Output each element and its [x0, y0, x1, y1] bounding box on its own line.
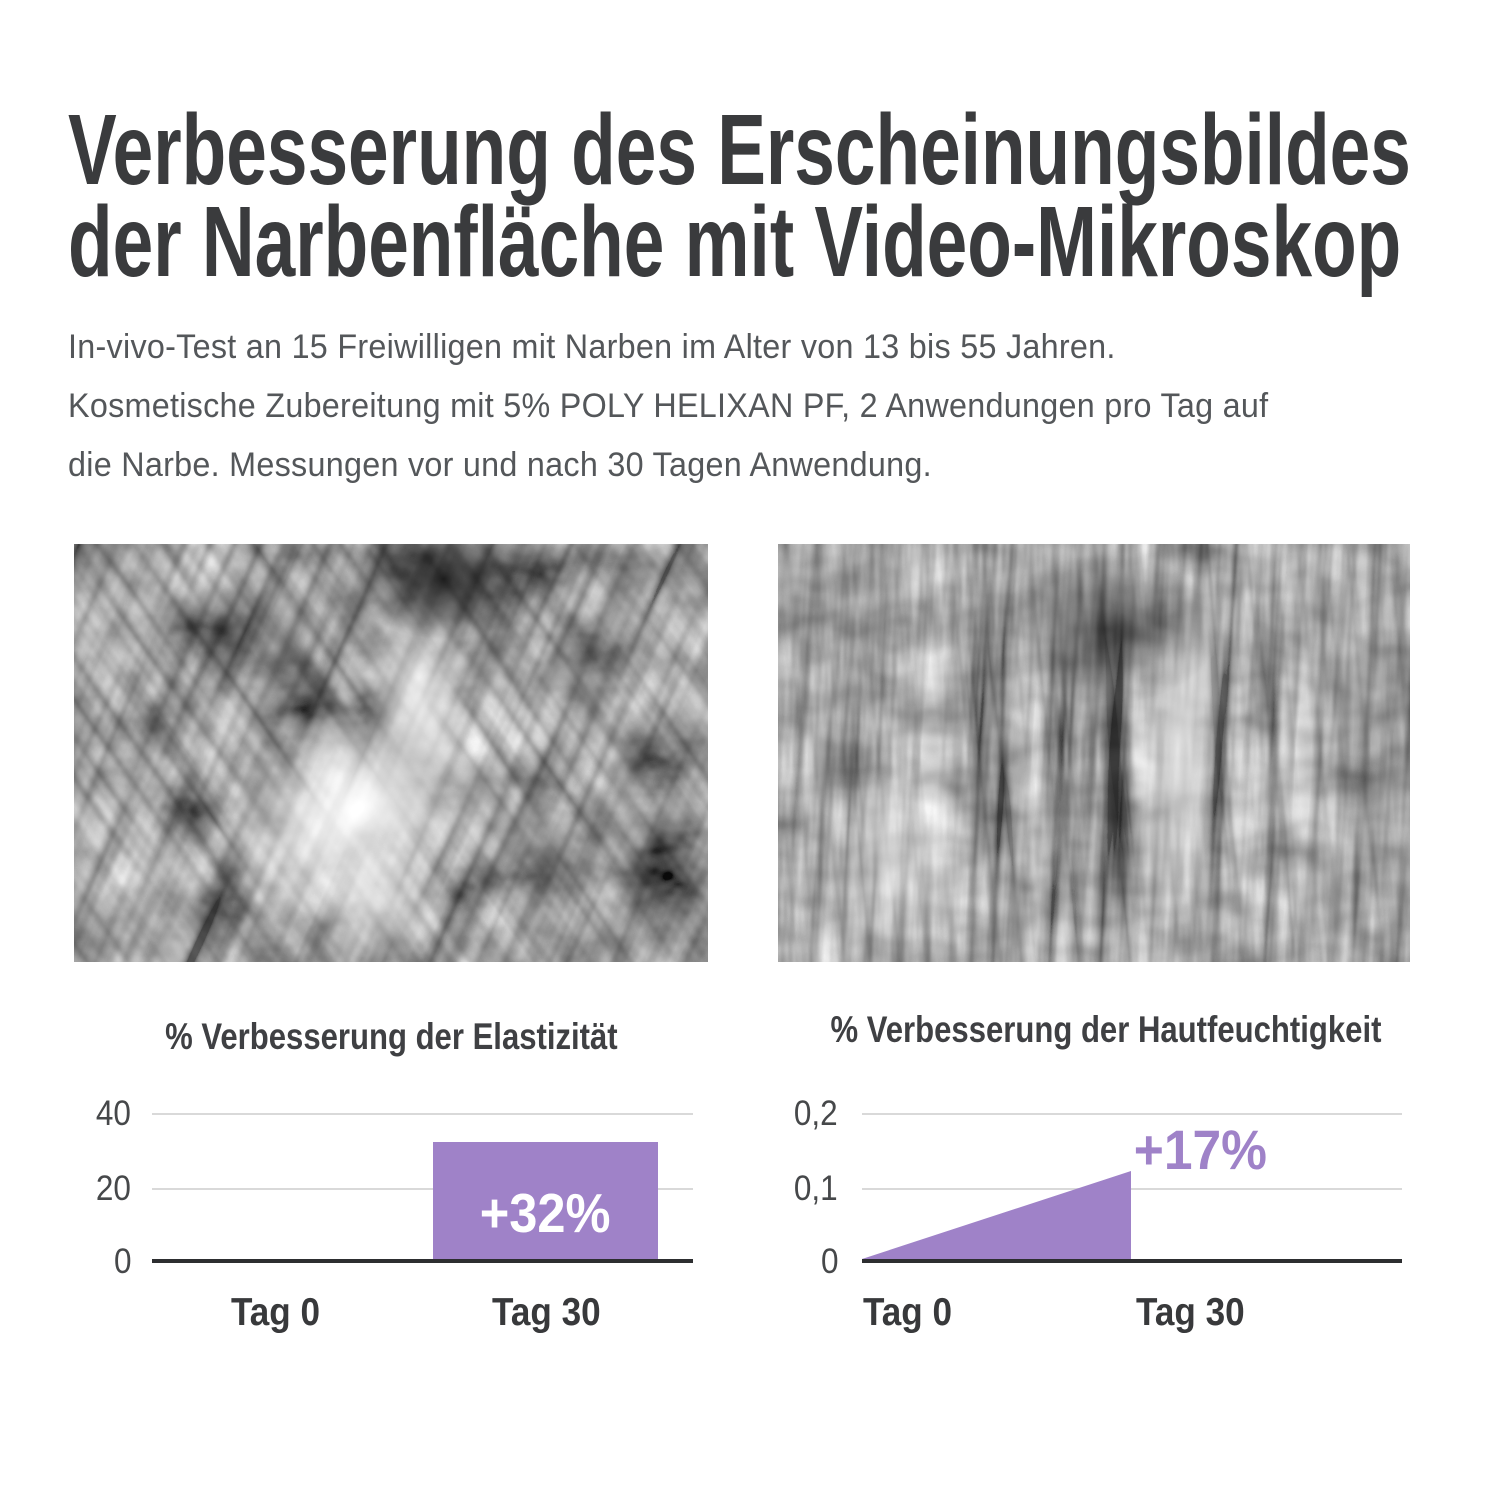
page-title-line-2: der Narbenfläche mit Video-Mikroskop	[68, 186, 1402, 298]
intro-line: die Narbe. Messungen vor und nach 30 Tag…	[68, 446, 932, 484]
elasticity-ytick-40: 40	[95, 1094, 131, 1133]
moisture-xtick-day30: Tag 30	[1135, 1291, 1245, 1334]
elasticity-ytick-0: 0	[113, 1242, 131, 1281]
elasticity-xtick-day30: Tag 30	[491, 1291, 601, 1334]
elasticity-ytick-20: 20	[95, 1169, 131, 1208]
intro-paragraph: In-vivo-Test an 15 Freiwilligen mit Narb…	[68, 318, 1332, 495]
moisture-ytick-02: 0,2	[794, 1094, 838, 1133]
elasticity-gridline-20	[152, 1188, 693, 1190]
moisture-gridline-02	[862, 1113, 1402, 1115]
moisture-gridline-01	[862, 1188, 1402, 1190]
intro-line: In-vivo-Test an 15 Freiwilligen mit Narb…	[68, 328, 1116, 366]
microscope-photo-day0	[74, 544, 708, 962]
elasticity-bar	[433, 1142, 658, 1259]
moisture-xtick-day0: Tag 0	[862, 1291, 952, 1334]
elasticity-x-axis	[152, 1259, 693, 1263]
elasticity-chart-title: % Verbesserung der Elastizität	[164, 1016, 618, 1057]
moisture-annotation: +17%	[1133, 1118, 1267, 1181]
elasticity-gridline-40	[152, 1113, 693, 1115]
moisture-ytick-01: 0,1	[794, 1169, 838, 1208]
intro-line: Kosmetische Zubereitung mit 5% POLY HELI…	[68, 387, 1269, 425]
moisture-area	[862, 1171, 1131, 1259]
moisture-ytick-0: 0	[820, 1242, 838, 1281]
elasticity-xtick-day0: Tag 0	[230, 1291, 320, 1334]
moisture-x-axis	[862, 1259, 1402, 1263]
microscope-photo-day30	[778, 544, 1410, 962]
moisture-chart-title: % Verbesserung der Hautfeuchtigkeit	[830, 1009, 1382, 1050]
page-title-line-1: Verbesserung des Erscheinungsbildes	[68, 94, 1411, 206]
elasticity-bar-label: +32%	[480, 1182, 611, 1244]
